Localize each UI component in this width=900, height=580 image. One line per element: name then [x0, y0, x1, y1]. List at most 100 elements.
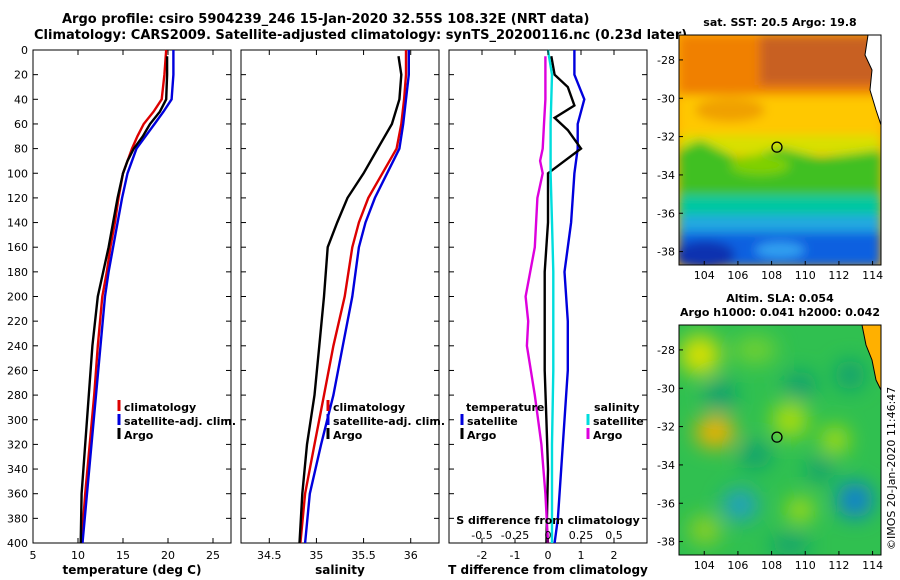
temperature-panel: 5 10 15 20 25 temperature (deg C) climatolog… — [30, 49, 236, 577]
differences-series-t-satellite — [553, 50, 586, 544]
sst_map-xtick-label: 114 — [862, 269, 883, 282]
sst_map-ytick-label: -34 — [657, 169, 675, 182]
differences-xtick-label: -1 — [510, 549, 521, 562]
temperature-xtick-label: 5 — [30, 549, 37, 562]
sst_map-xtick-label: 108 — [761, 269, 782, 282]
diff-top-xtick-label: -0.5 — [471, 529, 492, 542]
sst-argo-position-marker — [771, 141, 783, 153]
depth-tick-label: 400 — [7, 537, 28, 550]
legend-temperature-title: temperature — [466, 401, 544, 414]
salinity-legend: climatology satellite-adj. clim. Argo — [326, 400, 445, 442]
depth-tick-label: 240 — [7, 340, 28, 353]
sla-map-title-2: Argo h1000: 0.041 h2000: 0.042 — [680, 306, 880, 319]
sla-map-panel: Altim. SLA: 0.054 Argo h1000: 0.041 h200… — [657, 292, 883, 572]
sla_map-xtick-label: 110 — [795, 559, 816, 572]
legend-argo: Argo — [124, 429, 154, 442]
depth-tick-label: 20 — [14, 69, 28, 82]
temperature-xlabel: temperature (deg C) — [63, 563, 202, 577]
sst_map-xtick-label: 110 — [795, 269, 816, 282]
sla-map-title-1: Altim. SLA: 0.054 — [726, 292, 834, 305]
depth-tick-label: 0 — [21, 44, 28, 57]
sst-map-title: sat. SST: 20.5 Argo: 19.8 — [703, 16, 856, 29]
sst_map-xtick-label: 104 — [694, 269, 715, 282]
salinity-series-argo — [298, 56, 403, 544]
depth-tick-label: 280 — [7, 389, 28, 402]
diff-top-xtick-label: 0 — [545, 529, 552, 542]
differences-xtick-label: 1 — [578, 549, 585, 562]
depth-tick-label: 340 — [7, 463, 28, 476]
differences-xtick-label: -2 — [477, 549, 488, 562]
legend-t-satellite: satellite — [467, 415, 518, 428]
depth-tick-label: 220 — [7, 315, 28, 328]
salinity-xlabel: salinity — [315, 563, 365, 577]
diff-top-xtick-label: 0.5 — [605, 529, 623, 542]
temperature-series-climatology — [80, 49, 168, 544]
copyright-stamp: ©IMOS 20-Jan-2020 11:46:47 — [885, 386, 898, 550]
sst_map-xtick-label: 106 — [727, 269, 748, 282]
salinity-xtick-label: 36 — [404, 549, 418, 562]
temperature-xtick-label: 10 — [71, 549, 85, 562]
legend-climatology: climatology — [124, 401, 196, 414]
depth-tick-label: 180 — [7, 266, 28, 279]
differences-xtick-label: 2 — [611, 549, 618, 562]
temperature-series-argo — [79, 56, 169, 544]
sst_map-ytick-label: -38 — [657, 246, 675, 259]
sst-map-field — [679, 35, 881, 265]
sla_map-xtick-label: 108 — [761, 559, 782, 572]
diff-xlabel-top: S difference from climatology — [456, 514, 640, 527]
depth-tick-label: 360 — [7, 488, 28, 501]
sal-legend-climatology: climatology — [333, 401, 405, 414]
sla_map-ytick-label: -34 — [657, 459, 675, 472]
sst-map-panel: sat. SST: 20.5 Argo: 19.8 104 106 108 110 11… — [657, 16, 883, 282]
salinity-xtick-label: 35.5 — [351, 549, 376, 562]
sal-legend-argo: Argo — [333, 429, 363, 442]
sla_map-xtick-label: 106 — [727, 559, 748, 572]
differences-series-t-argo — [543, 55, 583, 544]
depth-tick-label: 40 — [14, 93, 28, 106]
differences-series-s-satellite — [546, 49, 555, 543]
sal-legend-satellite-adj: satellite-adj. clim. — [333, 415, 445, 428]
legend-s-satellite: satellite — [593, 415, 644, 428]
depth-axis: 0 20 40 60 80 100 120 140 160 180 200 220 240 260 280 3… — [7, 44, 28, 550]
sla_map-xtick-label: 114 — [862, 559, 883, 572]
depth-tick-label: 60 — [14, 118, 28, 131]
plot-title-line-1: Argo profile: csiro 5904239_246 15-Jan-2… — [62, 12, 590, 27]
diff-top-xtick-label: -0.25 — [501, 529, 529, 542]
sla_map-ytick-label: -30 — [657, 382, 675, 395]
plot-title-line-2: Climatology: CARS2009. Satellite-adjuste… — [34, 28, 688, 43]
diff-top-xtick-label: 0.25 — [569, 529, 594, 542]
salinity-series-climatology — [299, 50, 408, 544]
depth-tick-label: 160 — [7, 241, 28, 254]
legend-s-argo: Argo — [593, 429, 623, 442]
depth-tick-label: 100 — [7, 167, 28, 180]
sla-map-field — [679, 325, 881, 555]
sla_map-xtick-label: 112 — [828, 559, 849, 572]
difference-panel: -2 -1 0 1 2 -0.5 -0.25 0 0.25 0.5 T difference fr… — [448, 49, 648, 577]
sla_map-xtick-label: 104 — [694, 559, 715, 572]
sla-argo-position-marker — [771, 431, 783, 443]
sst_map-ytick-label: -28 — [657, 54, 675, 67]
sla_map-ytick-label: -28 — [657, 344, 675, 357]
sst_map-xtick-label: 112 — [828, 269, 849, 282]
depth-tick-label: 380 — [7, 512, 28, 525]
depth-tick-label: 80 — [14, 143, 28, 156]
differences-xtick-label: 0 — [545, 549, 552, 562]
sst_map-ytick-label: -30 — [657, 92, 675, 105]
sla_map-ytick-label: -32 — [657, 421, 675, 434]
salinity-series-satellite-adj-clim- — [303, 50, 410, 544]
salinity-xtick-label: 35 — [309, 549, 323, 562]
legend-t-argo: Argo — [467, 429, 497, 442]
depth-tick-label: 320 — [7, 438, 28, 451]
sst_map-ytick-label: -32 — [657, 131, 675, 144]
sst_map-ytick-label: -36 — [657, 207, 675, 220]
depth-tick-label: 260 — [7, 364, 28, 377]
temperature-series-satellite-adj-clim- — [81, 50, 175, 544]
difference-legend: temperature satellite Argo salinity sate… — [460, 401, 644, 442]
depth-tick-label: 200 — [7, 291, 28, 304]
temperature-xtick-label: 20 — [161, 549, 175, 562]
differences-series-s-argo — [524, 56, 550, 544]
depth-tick-label: 140 — [7, 217, 28, 230]
salinity-panel: 34.5 35 35.5 36 salinity climatology satell… — [240, 49, 445, 577]
temperature-xtick-label: 25 — [206, 549, 220, 562]
